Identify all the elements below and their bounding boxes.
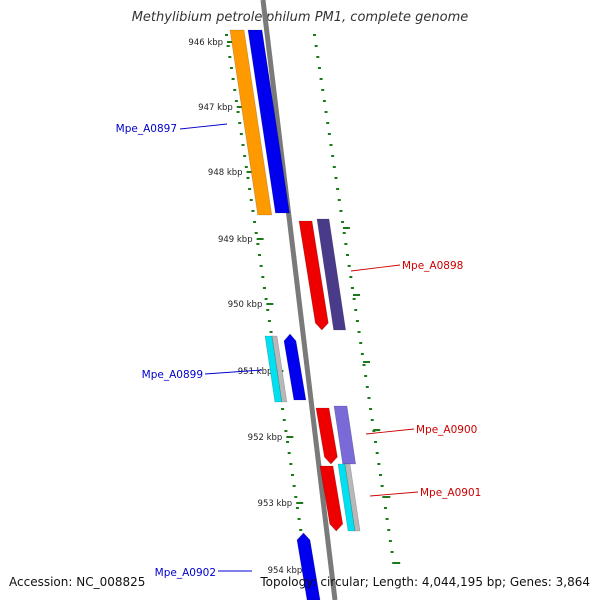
tick-label: 951 kbp — [238, 367, 273, 377]
gene-mpe-a0901-cds[interactable] — [319, 465, 344, 532]
left-tick-track — [225, 34, 313, 597]
gene-mpe-a0900-cog-bar[interactable] — [333, 405, 357, 465]
accession-text: Accession: NC_008825 — [9, 575, 146, 589]
gene-label-leader — [350, 264, 401, 272]
gene-label-mpe-a0899[interactable]: Mpe_A0899 — [142, 369, 203, 381]
gene-label-leader — [204, 369, 263, 375]
tick-label: 948 kbp — [208, 168, 243, 178]
gene-label-mpe-a0902[interactable]: Mpe_A0902 — [155, 567, 216, 579]
gene-mpe-a0897-cds[interactable] — [247, 29, 290, 214]
gene-mpe-a0898-cds[interactable] — [298, 220, 329, 331]
tick-label: 946 kbp — [188, 38, 223, 48]
gene-mpe-a0902-cds[interactable] — [296, 532, 321, 600]
gene-label-leader — [369, 491, 419, 497]
gene-mpe-a0901-grey-bar[interactable] — [344, 463, 361, 532]
tick-label: 950 kbp — [228, 300, 263, 310]
gene-mpe-a0900-cds[interactable] — [315, 407, 338, 465]
gene-mpe-a0897-cog-bar[interactable] — [229, 29, 273, 216]
tick-label: 953 kbp — [258, 499, 293, 509]
gene-mpe-a0899-cds[interactable] — [283, 333, 307, 401]
right-tick-track — [313, 34, 396, 564]
tick-label: 949 kbp — [218, 235, 253, 245]
gene-label-mpe-a0901[interactable]: Mpe_A0901 — [420, 487, 481, 499]
tick-label: 947 kbp — [198, 103, 233, 113]
gene-label-mpe-a0898[interactable]: Mpe_A0898 — [402, 260, 463, 272]
map-title: Methylibium petroleiphilum PM1, complete… — [131, 10, 469, 25]
gene-label-mpe-a0897[interactable]: Mpe_A0897 — [116, 123, 177, 135]
gene-label-leader — [179, 123, 228, 130]
tick-label: 954 kbp — [268, 566, 303, 576]
genome-backbone — [260, 0, 338, 600]
gene-label-mpe-a0900[interactable]: Mpe_A0900 — [416, 424, 477, 436]
gene-mpe-a0899-grey-bar[interactable] — [271, 335, 288, 403]
tick-label: 952 kbp — [248, 433, 283, 443]
genome-summary-text: Topology: circular; Length: 4,044,195 bp… — [260, 575, 590, 589]
gene-mpe-a0898-cog-bar[interactable] — [316, 218, 346, 331]
gene-label-leader — [365, 428, 415, 435]
